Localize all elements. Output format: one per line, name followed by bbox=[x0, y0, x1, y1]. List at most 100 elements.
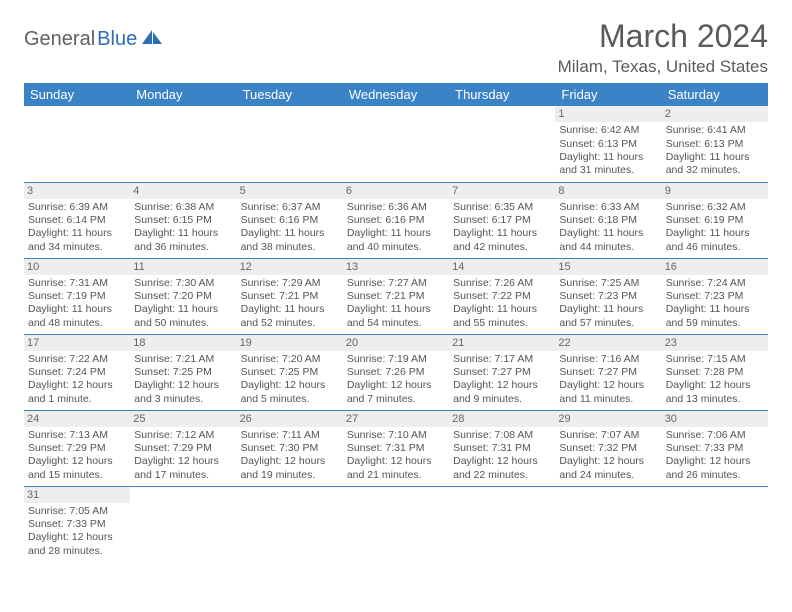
day-number: 20 bbox=[343, 335, 449, 351]
daylight-text: Daylight: 12 hours and 1 minute. bbox=[28, 379, 126, 406]
sunset-text: Sunset: 7:33 PM bbox=[28, 518, 126, 531]
day-number: 9 bbox=[662, 183, 768, 199]
calendar-cell bbox=[237, 106, 343, 182]
day-number: 1 bbox=[555, 106, 661, 122]
sunset-text: Sunset: 7:31 PM bbox=[453, 442, 551, 455]
calendar-cell bbox=[237, 486, 343, 562]
day-number: 18 bbox=[130, 335, 236, 351]
calendar-cell bbox=[449, 106, 555, 182]
calendar-cell: 14Sunrise: 7:26 AMSunset: 7:22 PMDayligh… bbox=[449, 258, 555, 334]
sunset-text: Sunset: 7:23 PM bbox=[666, 290, 764, 303]
calendar-cell: 29Sunrise: 7:07 AMSunset: 7:32 PMDayligh… bbox=[555, 410, 661, 486]
day-number: 3 bbox=[24, 183, 130, 199]
daylight-text: Daylight: 12 hours and 7 minutes. bbox=[347, 379, 445, 406]
calendar-cell: 28Sunrise: 7:08 AMSunset: 7:31 PMDayligh… bbox=[449, 410, 555, 486]
day-number: 2 bbox=[662, 106, 768, 122]
sunrise-text: Sunrise: 6:42 AM bbox=[559, 124, 657, 137]
calendar-cell: 25Sunrise: 7:12 AMSunset: 7:29 PMDayligh… bbox=[130, 410, 236, 486]
daylight-text: Daylight: 11 hours and 57 minutes. bbox=[559, 303, 657, 330]
day-header: Sunday bbox=[24, 83, 130, 106]
daylight-text: Daylight: 12 hours and 22 minutes. bbox=[453, 455, 551, 482]
sunrise-text: Sunrise: 7:30 AM bbox=[134, 277, 232, 290]
sunset-text: Sunset: 7:22 PM bbox=[453, 290, 551, 303]
sunrise-text: Sunrise: 7:10 AM bbox=[347, 429, 445, 442]
calendar-table: SundayMondayTuesdayWednesdayThursdayFrid… bbox=[24, 83, 768, 562]
calendar-cell: 15Sunrise: 7:25 AMSunset: 7:23 PMDayligh… bbox=[555, 258, 661, 334]
day-number: 4 bbox=[130, 183, 236, 199]
sunrise-text: Sunrise: 6:33 AM bbox=[559, 201, 657, 214]
calendar-cell: 13Sunrise: 7:27 AMSunset: 7:21 PMDayligh… bbox=[343, 258, 449, 334]
daylight-text: Daylight: 12 hours and 5 minutes. bbox=[241, 379, 339, 406]
calendar-cell bbox=[130, 486, 236, 562]
calendar-cell bbox=[24, 106, 130, 182]
logo-text-general: General bbox=[24, 28, 95, 51]
sunrise-text: Sunrise: 7:19 AM bbox=[347, 353, 445, 366]
calendar-cell: 27Sunrise: 7:10 AMSunset: 7:31 PMDayligh… bbox=[343, 410, 449, 486]
daylight-text: Daylight: 12 hours and 11 minutes. bbox=[559, 379, 657, 406]
day-header: Tuesday bbox=[237, 83, 343, 106]
day-header: Monday bbox=[130, 83, 236, 106]
sunrise-text: Sunrise: 7:08 AM bbox=[453, 429, 551, 442]
sunrise-text: Sunrise: 7:17 AM bbox=[453, 353, 551, 366]
day-number: 16 bbox=[662, 259, 768, 275]
sunrise-text: Sunrise: 7:13 AM bbox=[28, 429, 126, 442]
sunset-text: Sunset: 6:13 PM bbox=[559, 138, 657, 151]
sunset-text: Sunset: 6:13 PM bbox=[666, 138, 764, 151]
day-number: 7 bbox=[449, 183, 555, 199]
calendar-cell: 11Sunrise: 7:30 AMSunset: 7:20 PMDayligh… bbox=[130, 258, 236, 334]
day-number: 30 bbox=[662, 411, 768, 427]
sunrise-text: Sunrise: 7:16 AM bbox=[559, 353, 657, 366]
daylight-text: Daylight: 11 hours and 46 minutes. bbox=[666, 227, 764, 254]
daylight-text: Daylight: 12 hours and 17 minutes. bbox=[134, 455, 232, 482]
sunrise-text: Sunrise: 7:22 AM bbox=[28, 353, 126, 366]
sunset-text: Sunset: 7:24 PM bbox=[28, 366, 126, 379]
sunrise-text: Sunrise: 7:07 AM bbox=[559, 429, 657, 442]
sunset-text: Sunset: 7:31 PM bbox=[347, 442, 445, 455]
calendar-cell: 17 Sunrise: 7:22 AMSunset: 7:24 PMDayligh… bbox=[24, 334, 130, 410]
logo-text-blue: Blue bbox=[97, 28, 137, 51]
daylight-text: Daylight: 11 hours and 50 minutes. bbox=[134, 303, 232, 330]
sunrise-text: Sunrise: 7:20 AM bbox=[241, 353, 339, 366]
sunrise-text: Sunrise: 6:32 AM bbox=[666, 201, 764, 214]
sunrise-text: Sunrise: 7:24 AM bbox=[666, 277, 764, 290]
day-number: 17 bbox=[24, 335, 130, 351]
calendar-cell: 19 Sunrise: 7:20 AMSunset: 7:25 PMDayligh… bbox=[237, 334, 343, 410]
day-number: 5 bbox=[237, 183, 343, 199]
day-number: 31 bbox=[24, 487, 130, 503]
logo: General Blue bbox=[24, 28, 163, 51]
sunset-text: Sunset: 7:23 PM bbox=[559, 290, 657, 303]
sunset-text: Sunset: 7:27 PM bbox=[559, 366, 657, 379]
sunrise-text: Sunrise: 7:27 AM bbox=[347, 277, 445, 290]
calendar-cell: 4 Sunrise: 6:38 AMSunset: 6:15 PMDaylight… bbox=[130, 182, 236, 258]
daylight-text: Daylight: 11 hours and 42 minutes. bbox=[453, 227, 551, 254]
day-number: 6 bbox=[343, 183, 449, 199]
sunset-text: Sunset: 6:15 PM bbox=[134, 214, 232, 227]
calendar-cell: 6Sunrise: 6:36 AMSunset: 6:16 PMDaylight… bbox=[343, 182, 449, 258]
calendar-cell: 3Sunrise: 6:39 AMSunset: 6:14 PMDaylight… bbox=[24, 182, 130, 258]
daylight-text: Daylight: 11 hours and 59 minutes. bbox=[666, 303, 764, 330]
day-header: Thursday bbox=[449, 83, 555, 106]
sunset-text: Sunset: 7:25 PM bbox=[241, 366, 339, 379]
calendar-cell: 9Sunrise: 6:32 AMSunset: 6:19 PMDaylight… bbox=[662, 182, 768, 258]
daylight-text: Daylight: 12 hours and 3 minutes. bbox=[134, 379, 232, 406]
sunrise-text: Sunrise: 6:41 AM bbox=[666, 124, 764, 137]
sunrise-text: Sunrise: 6:38 AM bbox=[134, 201, 232, 214]
sunrise-text: Sunrise: 7:21 AM bbox=[134, 353, 232, 366]
location-subtitle: Milam, Texas, United States bbox=[558, 57, 768, 77]
sunrise-text: Sunrise: 6:37 AM bbox=[241, 201, 339, 214]
sunset-text: Sunset: 6:16 PM bbox=[241, 214, 339, 227]
sunset-text: Sunset: 7:29 PM bbox=[134, 442, 232, 455]
sunset-text: Sunset: 7:33 PM bbox=[666, 442, 764, 455]
day-header: Wednesday bbox=[343, 83, 449, 106]
calendar-cell bbox=[555, 486, 661, 562]
sunset-text: Sunset: 7:21 PM bbox=[241, 290, 339, 303]
calendar-cell bbox=[343, 486, 449, 562]
sunrise-text: Sunrise: 7:29 AM bbox=[241, 277, 339, 290]
daylight-text: Daylight: 12 hours and 9 minutes. bbox=[453, 379, 551, 406]
title-block: March 2024 Milam, Texas, United States bbox=[558, 18, 768, 77]
day-number: 19 bbox=[237, 335, 343, 351]
sunrise-text: Sunrise: 6:36 AM bbox=[347, 201, 445, 214]
daylight-text: Daylight: 11 hours and 36 minutes. bbox=[134, 227, 232, 254]
daylight-text: Daylight: 11 hours and 31 minutes. bbox=[559, 151, 657, 178]
day-number: 22 bbox=[555, 335, 661, 351]
